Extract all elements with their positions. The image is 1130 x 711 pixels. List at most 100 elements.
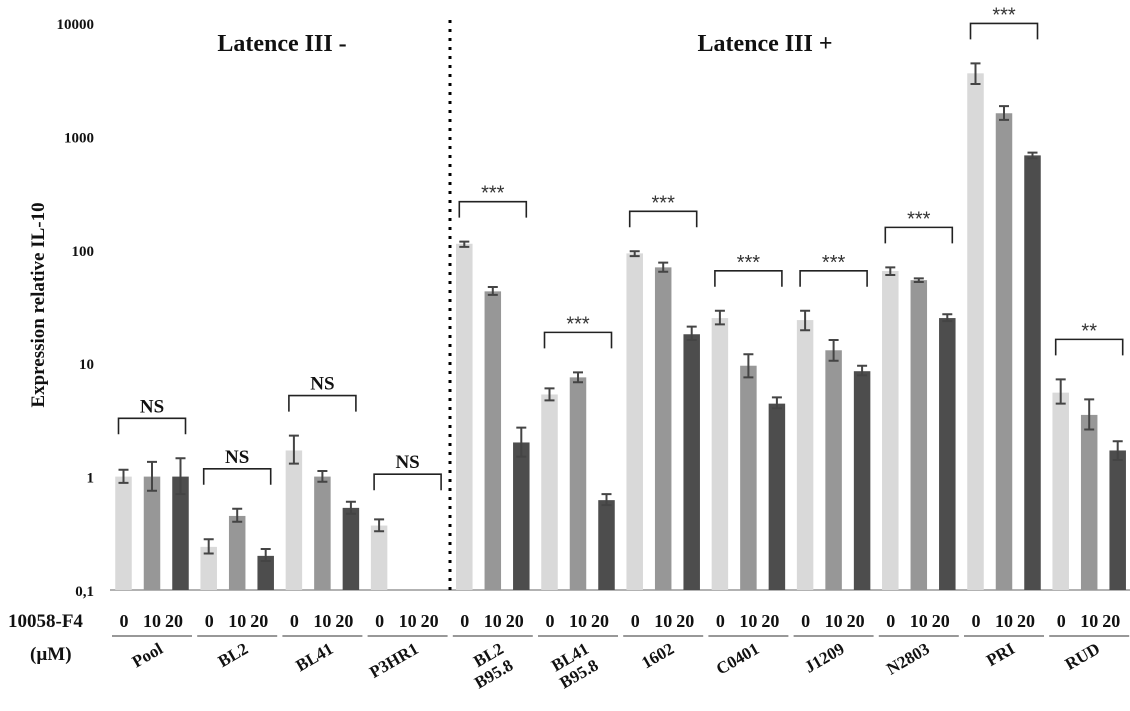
significance-bracket — [628, 210, 698, 228]
bar — [796, 320, 814, 590]
group-label: 1602 — [638, 639, 677, 672]
dose-label: 0 — [375, 611, 384, 631]
group-label-line: Pool — [129, 639, 167, 672]
error-bar — [999, 105, 1009, 121]
group-label: BL2B95.8 — [462, 639, 517, 692]
bar — [1024, 155, 1041, 590]
bar-group: *** 0 10 20 PRI — [964, 4, 1044, 670]
significance-label: *** — [992, 4, 1016, 26]
y-tick-label: 1 — [87, 471, 95, 487]
y-tick-label: 100 — [72, 244, 95, 260]
bar — [342, 507, 360, 590]
group-label: BL41 — [293, 639, 337, 675]
dose-label: 10 — [654, 611, 672, 631]
group-label: C0401 — [713, 639, 763, 679]
dose-label: 20 — [165, 611, 183, 631]
y-tick-labels: 0,1 1 10 100 1000 10000 — [57, 17, 95, 600]
bar — [825, 350, 842, 590]
dose-label: 0 — [1057, 611, 1066, 631]
error-bar — [516, 426, 527, 458]
bar — [598, 500, 615, 590]
bar — [910, 280, 928, 590]
dose-label: 10 — [1080, 611, 1098, 631]
significance-label: NS — [140, 396, 164, 417]
dose-label: 0 — [716, 611, 725, 631]
significance-bracket — [884, 226, 954, 244]
error-bar — [1027, 151, 1038, 160]
error-bar — [232, 507, 243, 523]
error-bar — [714, 309, 725, 326]
bar — [967, 73, 984, 590]
bar — [569, 377, 587, 590]
error-bar — [203, 538, 214, 555]
bar — [314, 476, 331, 590]
group-label-line: J1209 — [801, 639, 847, 677]
error-bar — [147, 460, 157, 492]
significance-label: NS — [310, 374, 334, 395]
error-bar — [885, 266, 896, 276]
dose-label: 10 — [228, 611, 246, 631]
significance-bracket — [458, 200, 528, 218]
bar-group: *** 0 10 20 BL41B95.8 — [538, 313, 618, 692]
dose-label: 0 — [801, 611, 810, 631]
bar-group: *** 0 10 20 C0401 — [708, 252, 789, 679]
bar-group: NS 0 10 20 Pool — [112, 396, 192, 672]
group-label: RUD — [1062, 639, 1103, 674]
bar-group: ** 0 10 20 RUD — [1049, 320, 1130, 674]
significance-bracket — [799, 269, 868, 287]
error-bar — [288, 434, 299, 465]
dose-label: 20 — [676, 611, 694, 631]
error-bar — [317, 470, 328, 483]
dose-label: 20 — [847, 611, 865, 631]
x-axis-label-treatment: 10058-F4 — [8, 611, 83, 632]
bar-group: *** 0 10 20 1602 — [623, 192, 704, 672]
dose-label: 10 — [739, 611, 757, 631]
group-label: BL41B95.8 — [547, 639, 602, 692]
error-bar — [686, 325, 697, 342]
error-bar — [544, 387, 555, 402]
dose-label: 0 — [205, 611, 214, 631]
significance-label: *** — [566, 313, 590, 335]
bar — [1109, 450, 1126, 590]
error-bar — [1055, 378, 1066, 405]
dose-label: 20 — [506, 611, 524, 631]
error-bar — [629, 250, 640, 258]
bar — [257, 555, 274, 590]
group-label: P3HR1 — [366, 639, 421, 682]
bar — [654, 267, 672, 590]
dose-label: 10 — [825, 611, 843, 631]
group-label-line: BL41 — [293, 639, 337, 675]
dose-label: 10 — [995, 611, 1013, 631]
significance-label: *** — [737, 252, 761, 274]
error-bar — [658, 261, 669, 273]
dose-label: 10 — [484, 611, 502, 631]
group-label-line: PRI — [983, 639, 1018, 670]
group-label: BL2 — [215, 639, 252, 671]
bar — [853, 371, 871, 590]
group-label: PRI — [983, 639, 1018, 670]
dose-label: 0 — [120, 611, 129, 631]
bar — [484, 291, 502, 590]
bar-group: *** 0 10 20 N2803 — [878, 208, 959, 679]
bar — [541, 394, 558, 590]
dose-label: 20 — [591, 611, 609, 631]
significance-label: *** — [481, 183, 505, 205]
dose-label: 10 — [399, 611, 417, 631]
dose-label: 20 — [761, 611, 779, 631]
bar — [882, 271, 899, 590]
bar — [626, 253, 643, 591]
group-label-line: BL2 — [215, 639, 252, 671]
error-bar — [487, 285, 498, 296]
error-bar — [1112, 440, 1123, 462]
error-bar — [913, 277, 924, 284]
bar-group: NS 0 10 20 BL41 — [282, 374, 363, 675]
error-bar — [345, 500, 356, 515]
significance-label: *** — [907, 208, 931, 230]
significance-bracket — [714, 269, 783, 287]
dose-label: 0 — [886, 611, 895, 631]
bar-group: *** 0 10 20 BL2B95.8 — [452, 183, 533, 692]
dose-label: 10 — [910, 611, 928, 631]
x-axis-label-unit: (µM) — [30, 644, 72, 665]
